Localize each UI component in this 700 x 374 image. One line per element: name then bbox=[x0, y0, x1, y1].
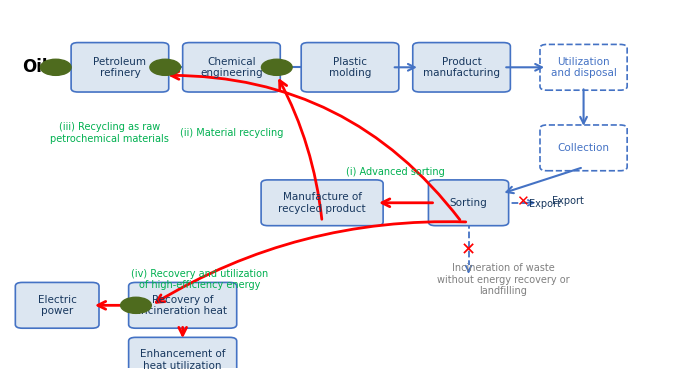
FancyBboxPatch shape bbox=[129, 337, 237, 374]
Text: Manufacture of
recycled product: Manufacture of recycled product bbox=[279, 192, 366, 214]
FancyBboxPatch shape bbox=[129, 282, 237, 328]
FancyBboxPatch shape bbox=[428, 180, 509, 226]
Circle shape bbox=[150, 59, 181, 75]
Text: Recovery of
incineration heat: Recovery of incineration heat bbox=[138, 294, 228, 316]
Circle shape bbox=[120, 297, 151, 313]
FancyBboxPatch shape bbox=[540, 45, 627, 90]
Text: Oil: Oil bbox=[22, 58, 48, 76]
Text: Plastic
molding: Plastic molding bbox=[329, 56, 371, 78]
Text: Export: Export bbox=[552, 196, 584, 206]
Text: Electric
power: Electric power bbox=[38, 294, 76, 316]
Text: Petroleum
refinery: Petroleum refinery bbox=[93, 56, 146, 78]
FancyBboxPatch shape bbox=[15, 282, 99, 328]
Text: Utilization
and disposal: Utilization and disposal bbox=[551, 56, 617, 78]
Text: Collection: Collection bbox=[558, 143, 610, 153]
Text: (ii) Material recycling: (ii) Material recycling bbox=[180, 128, 284, 138]
Text: (i) Advanced sorting: (i) Advanced sorting bbox=[346, 167, 444, 177]
Circle shape bbox=[41, 59, 71, 75]
Text: Chemical
engineering: Chemical engineering bbox=[200, 56, 262, 78]
FancyBboxPatch shape bbox=[183, 43, 280, 92]
Text: (iv) Recovery and utilization
of high-efficiency energy: (iv) Recovery and utilization of high-ef… bbox=[132, 269, 269, 291]
FancyBboxPatch shape bbox=[261, 180, 383, 226]
FancyBboxPatch shape bbox=[71, 43, 169, 92]
FancyBboxPatch shape bbox=[301, 43, 399, 92]
Text: ✕: ✕ bbox=[461, 241, 476, 260]
Text: ✕: ✕ bbox=[517, 194, 529, 209]
Text: (iii) Recycling as raw
petrochemical materials: (iii) Recycling as raw petrochemical mat… bbox=[50, 122, 169, 144]
Text: Product
manufacturing: Product manufacturing bbox=[423, 56, 500, 78]
FancyBboxPatch shape bbox=[540, 125, 627, 171]
Text: Export: Export bbox=[529, 199, 561, 209]
Text: Incineration of waste
without energy recovery or
landfilling: Incineration of waste without energy rec… bbox=[437, 263, 570, 296]
FancyBboxPatch shape bbox=[413, 43, 510, 92]
Text: Sorting: Sorting bbox=[449, 198, 487, 208]
Circle shape bbox=[262, 59, 292, 75]
Text: Enhancement of
heat utilization: Enhancement of heat utilization bbox=[140, 349, 225, 371]
